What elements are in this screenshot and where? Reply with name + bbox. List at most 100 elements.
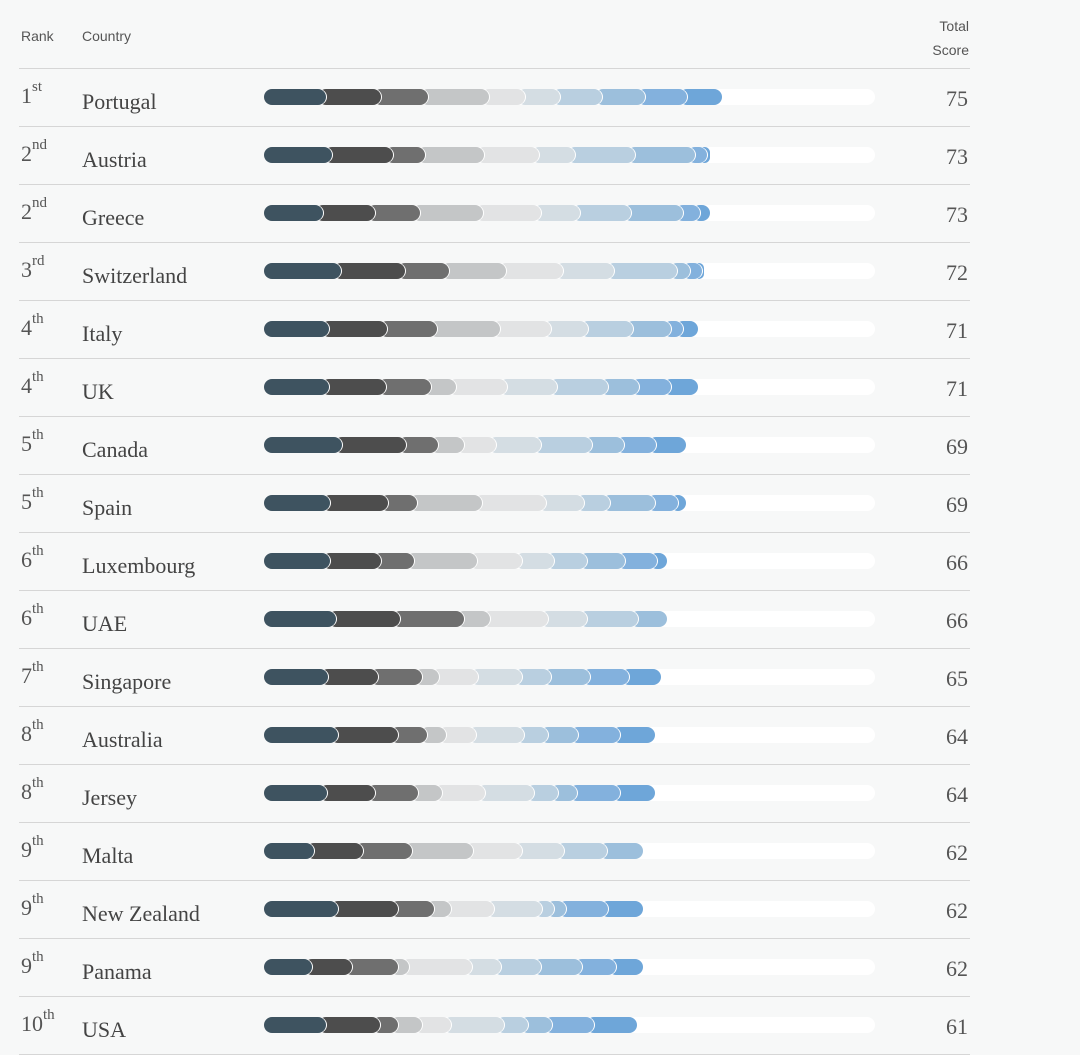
bar-segment-2 [328, 611, 401, 627]
score-bar-track [264, 321, 875, 337]
country-name: UK [82, 379, 114, 404]
table-row: 4th UK 71 [19, 359, 970, 417]
bar-segment-3 [378, 379, 431, 395]
bar-segment-4 [409, 785, 443, 801]
bar-segment-2 [324, 147, 393, 163]
bar-segment-4 [456, 611, 491, 627]
bar-segment-5 [443, 901, 494, 917]
bar-segment-3 [369, 669, 423, 685]
rank-ordinal-suffix: th [32, 601, 44, 617]
stacked-score-bar [264, 901, 643, 917]
country-name: Luxembourg [82, 553, 196, 578]
bar-segment-7 [566, 147, 636, 163]
rank-ordinal-suffix: th [32, 891, 44, 907]
score-bar-track [264, 1017, 875, 1033]
country-name: Australia [82, 727, 163, 752]
bar-segment-8 [542, 669, 590, 685]
bar-segment-1 [264, 205, 324, 221]
total-score-value: 73 [946, 202, 968, 227]
rank-number: 8 [21, 721, 32, 746]
total-score-value: 62 [946, 840, 968, 865]
total-score-value: 71 [946, 318, 968, 343]
rank-number: 2 [21, 199, 32, 224]
bar-segment-8 [540, 727, 578, 743]
score-bar-track [264, 263, 875, 279]
bar-segment-5 [437, 727, 477, 743]
bar-segment-2 [303, 959, 353, 975]
bar-segment-5 [492, 321, 551, 337]
bar-segment-8 [627, 147, 695, 163]
bar-segment-7 [556, 843, 608, 859]
rank-cell: 7th [21, 660, 44, 689]
bar-segment-6 [498, 379, 558, 395]
stacked-score-bar [264, 205, 711, 221]
total-score-value: 71 [946, 376, 968, 401]
bar-segment-10 [612, 727, 656, 743]
bar-segment-3 [344, 959, 399, 975]
stacked-score-bar [264, 785, 656, 801]
country-name: Canada [82, 437, 148, 462]
bar-segment-7 [580, 321, 633, 337]
bar-segment-1 [264, 495, 331, 511]
country-name: New Zealand [82, 901, 200, 926]
bar-segment-6 [531, 147, 575, 163]
rank-number: 1 [21, 83, 32, 108]
score-bar-track [264, 495, 875, 511]
bar-segment-5 [482, 611, 549, 627]
bar-segment-1 [264, 553, 331, 569]
bar-segment-9 [647, 495, 679, 511]
bar-segment-3 [392, 611, 465, 627]
bar-segment-9 [631, 379, 671, 395]
total-score-header-line1: Total [939, 18, 969, 34]
bar-segment-10 [679, 89, 723, 105]
bar-segment-8 [599, 843, 643, 859]
rank-cell: 9th [21, 950, 44, 979]
rank-cell: 9th [21, 892, 44, 921]
country-name: Jersey [82, 785, 137, 810]
bar-segment-6 [485, 901, 542, 917]
stacked-score-bar [264, 379, 698, 395]
score-bar-track [264, 727, 875, 743]
stacked-score-bar [264, 843, 643, 859]
bar-segment-7 [552, 89, 603, 105]
total-score-value: 72 [946, 260, 968, 285]
table-row: 5th Canada 69 [19, 417, 970, 475]
rank-number: 3 [21, 257, 32, 282]
table-row: 5th Spain 69 [19, 475, 970, 533]
rank-number: 6 [21, 547, 32, 572]
stacked-score-bar [264, 1017, 637, 1033]
total-score-value: 69 [946, 492, 968, 517]
country-name: Switzerland [82, 263, 188, 288]
bar-segment-1 [264, 785, 328, 801]
table-row: 4th Italy 71 [19, 301, 970, 359]
rank-number: 4 [21, 373, 32, 398]
ranking-table-body: 1st Portugal 75 2nd Austria 73 2nd Greece 73 3rd S… [0, 69, 1080, 1055]
bar-segment-7 [578, 611, 638, 627]
bar-segment-1 [264, 611, 337, 627]
rank-cell: 2nd [21, 196, 47, 225]
total-score-value: 65 [946, 666, 968, 691]
bar-segment-5 [480, 89, 525, 105]
bar-segment-6 [533, 205, 580, 221]
bar-segment-4 [404, 843, 474, 859]
bar-segment-5 [431, 669, 478, 685]
country-name: UAE [82, 611, 128, 636]
bar-segment-5 [476, 147, 540, 163]
rank-cell: 9th [21, 834, 44, 863]
rank-ordinal-suffix: th [43, 1007, 55, 1023]
header-divider [19, 68, 970, 69]
bar-segment-5 [401, 959, 473, 975]
total-score-value: 61 [946, 1014, 968, 1039]
bar-segment-3 [380, 495, 418, 511]
bar-segment-6 [516, 89, 561, 105]
bar-segment-10 [585, 1017, 637, 1033]
rank-number: 10 [21, 1011, 43, 1036]
bar-segment-9 [568, 785, 620, 801]
rank-number: 8 [21, 779, 32, 804]
rank-ordinal-suffix: th [32, 543, 44, 559]
rank-ordinal-suffix: th [32, 485, 44, 501]
stacked-score-bar [264, 727, 656, 743]
bar-segment-9 [573, 959, 617, 975]
bar-segment-7 [549, 379, 608, 395]
rank-number: 5 [21, 431, 32, 456]
